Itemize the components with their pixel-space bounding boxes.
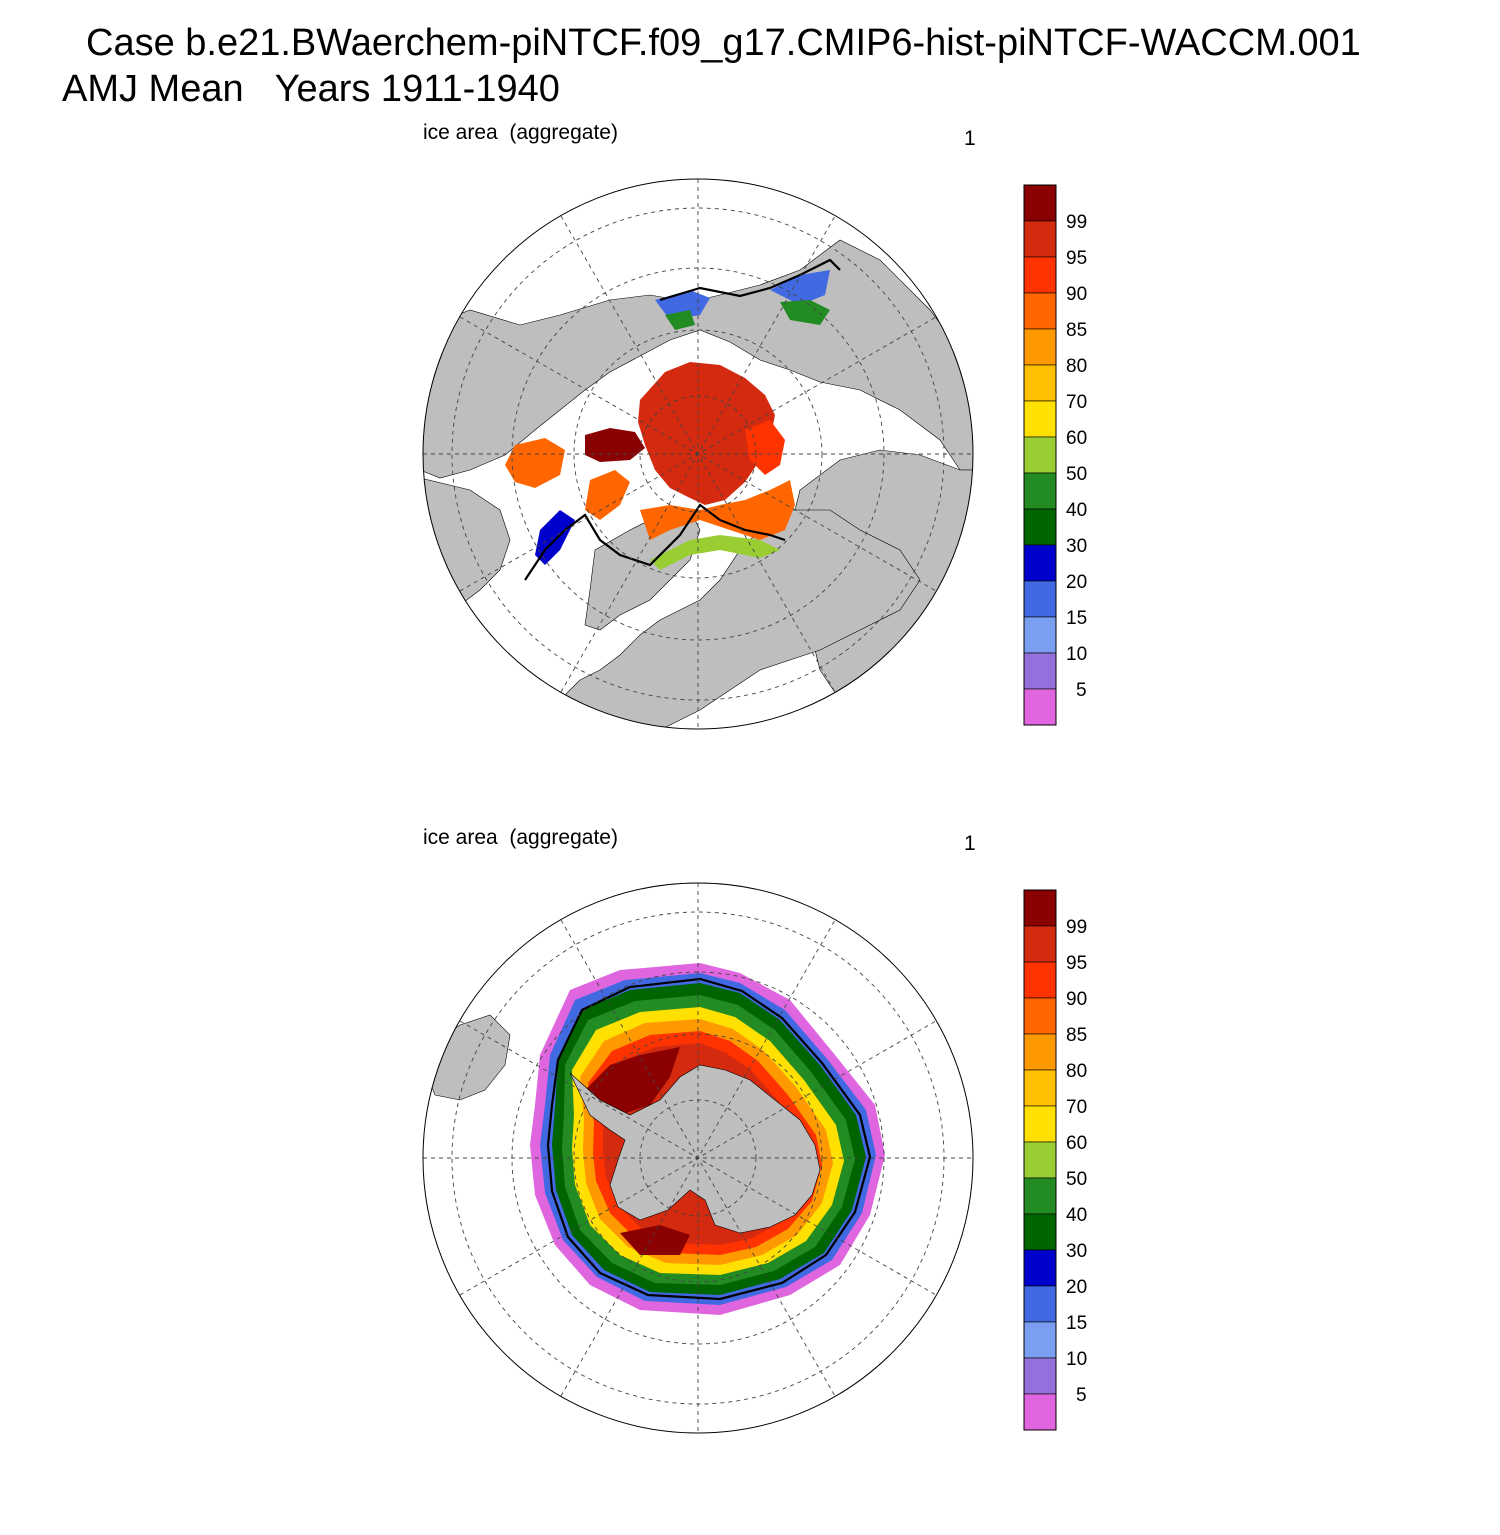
nh-ice-edge-blue bbox=[655, 270, 830, 320]
sh-colorbar-box-11 bbox=[1023, 997, 1057, 1035]
sh-colorbar-box-6 bbox=[1023, 1177, 1057, 1215]
nh-colorbar-box-13 bbox=[1023, 220, 1057, 258]
nh-graticule bbox=[423, 179, 973, 729]
sh-colorbar-label-20: 20 bbox=[1066, 1277, 1087, 1298]
nh-ice-edge-barents bbox=[650, 535, 780, 570]
panel-variable-label: ice area (aggregate) bbox=[423, 121, 618, 144]
sh-colorbar-box-0 bbox=[1023, 1393, 1057, 1431]
panel-northern-hemisphere: ice area (aggregate) 1 bbox=[0, 110, 1500, 830]
sh-colorbar-box-1 bbox=[1023, 1357, 1057, 1395]
sh-colorbar-box-3 bbox=[1023, 1285, 1057, 1323]
sh-colorbar-box-12 bbox=[1023, 961, 1057, 999]
nh-map-svg: 5 10 15 20 30 40 50 60 70 80 85 90 95 99 bbox=[422, 178, 1087, 730]
sh-map-border bbox=[422, 882, 974, 1434]
panel-variable-label: ice area (aggregate) bbox=[423, 826, 618, 849]
nh-ice-canadian-archipelago bbox=[585, 428, 645, 462]
figure-title-period: AMJ Mean Years 1911-1940 bbox=[62, 68, 560, 110]
nh-colorbar-box-11 bbox=[1023, 292, 1057, 330]
sh-ice-edge-contour bbox=[546, 977, 872, 1301]
nh-colorbar-label-15: 15 bbox=[1066, 608, 1087, 629]
sh-colorbar-box-4 bbox=[1023, 1249, 1057, 1287]
nh-colorbar-box-9 bbox=[1023, 364, 1057, 402]
nh-colorbar-box-0 bbox=[1023, 688, 1057, 726]
sh-colorbar-box-9 bbox=[1023, 1069, 1057, 1107]
nh-colorbar-label-99: 99 bbox=[1066, 212, 1087, 233]
sh-colorbar-box-8 bbox=[1023, 1105, 1057, 1143]
sh-ice-weddell-thick bbox=[585, 1047, 690, 1255]
nh-ice-margin-orange bbox=[640, 480, 795, 540]
nh-colorbar-box-1 bbox=[1023, 652, 1057, 690]
nh-colorbar-border bbox=[1023, 184, 1057, 726]
nh-ice-hudson-bay bbox=[505, 438, 565, 488]
sh-colorbar-label-90: 90 bbox=[1066, 989, 1087, 1010]
sh-colorbar-label-70: 70 bbox=[1066, 1097, 1087, 1118]
nh-colorbar-box-3 bbox=[1023, 580, 1057, 618]
sh-colorbar-box-2 bbox=[1023, 1321, 1057, 1359]
sh-colorbar-label-5: 5 bbox=[1076, 1385, 1087, 1406]
nh-colorbar-box-8 bbox=[1023, 400, 1057, 438]
sh-land-antarctica bbox=[569, 1064, 821, 1234]
nh-colorbar-label-50: 50 bbox=[1066, 464, 1087, 485]
nh-colorbar-label-20: 20 bbox=[1066, 572, 1087, 593]
sh-colorbar-box-13 bbox=[1023, 925, 1057, 963]
sh-colorbar-label-60: 60 bbox=[1066, 1133, 1087, 1154]
sh-colorbar-label-30: 30 bbox=[1066, 1241, 1087, 1262]
nh-colorbar-label-85: 85 bbox=[1066, 320, 1087, 341]
sh-colorbar-label-40: 40 bbox=[1066, 1205, 1087, 1226]
nh-colorbar-label-70: 70 bbox=[1066, 392, 1087, 413]
sh-colorbar-box-7 bbox=[1023, 1141, 1057, 1179]
nh-ice-edge-green bbox=[665, 300, 830, 330]
nh-colorbar-box-10 bbox=[1023, 328, 1057, 366]
nh-colorbar-label-60: 60 bbox=[1066, 428, 1087, 449]
panel-units-label: 1 bbox=[964, 127, 976, 150]
nh-colorbar-label-30: 30 bbox=[1066, 536, 1087, 557]
nh-colorbar-box-7 bbox=[1023, 436, 1057, 474]
sh-colorbar-label-50: 50 bbox=[1066, 1169, 1087, 1190]
sh-graticule bbox=[423, 883, 973, 1433]
sh-colorbar-border bbox=[1023, 889, 1057, 1431]
panel-units-label: 1 bbox=[964, 832, 976, 855]
sh-colorbar-label-85: 85 bbox=[1066, 1025, 1087, 1046]
nh-map-border bbox=[422, 178, 974, 730]
nh-colorbar-box-4 bbox=[1023, 544, 1057, 582]
sh-colorbar-label-99: 99 bbox=[1066, 917, 1087, 938]
nh-colorbar-label-40: 40 bbox=[1066, 500, 1087, 521]
sh-colorbar-box-5 bbox=[1023, 1213, 1057, 1251]
nh-colorbar-box-6 bbox=[1023, 472, 1057, 510]
sh-colorbar-label-80: 80 bbox=[1066, 1061, 1087, 1082]
nh-ice-edge-contour bbox=[524, 258, 841, 581]
sh-colorbar-box-10 bbox=[1023, 1033, 1057, 1071]
nh-colorbar-box-2 bbox=[1023, 616, 1057, 654]
figure-title-case: Case b.e21.BWaerchem-piNTCF.f09_g17.CMIP… bbox=[86, 22, 1361, 64]
sh-colorbar: 5 10 15 20 30 40 50 60 70 80 85 90 95 99 bbox=[1023, 889, 1087, 1431]
nh-colorbar-box-14 bbox=[1023, 184, 1057, 222]
sh-colorbar-label-95: 95 bbox=[1066, 953, 1087, 974]
sh-colorbar-box-14 bbox=[1023, 889, 1057, 927]
panel-southern-hemisphere: ice area (aggregate) 1 bbox=[0, 815, 1500, 1535]
nh-colorbar-label-5: 5 bbox=[1076, 680, 1087, 701]
sh-map-svg: 5 10 15 20 30 40 50 60 70 80 85 90 95 99 bbox=[422, 882, 1087, 1434]
nh-colorbar-label-10: 10 bbox=[1066, 644, 1087, 665]
nh-colorbar: 5 10 15 20 30 40 50 60 70 80 85 90 95 99 bbox=[1023, 184, 1087, 726]
nh-ice-arctic-ocean bbox=[638, 362, 775, 505]
nh-ice-bering-sea bbox=[745, 420, 785, 475]
nh-colorbar-label-95: 95 bbox=[1066, 248, 1087, 269]
sh-colorbar-label-10: 10 bbox=[1066, 1349, 1087, 1370]
nh-colorbar-label-90: 90 bbox=[1066, 284, 1087, 305]
sh-colorbar-label-15: 15 bbox=[1066, 1313, 1087, 1334]
nh-colorbar-label-80: 80 bbox=[1066, 356, 1087, 377]
nh-colorbar-box-12 bbox=[1023, 256, 1057, 294]
nh-ice-baffin-bay bbox=[585, 470, 630, 520]
nh-colorbar-box-5 bbox=[1023, 508, 1057, 546]
